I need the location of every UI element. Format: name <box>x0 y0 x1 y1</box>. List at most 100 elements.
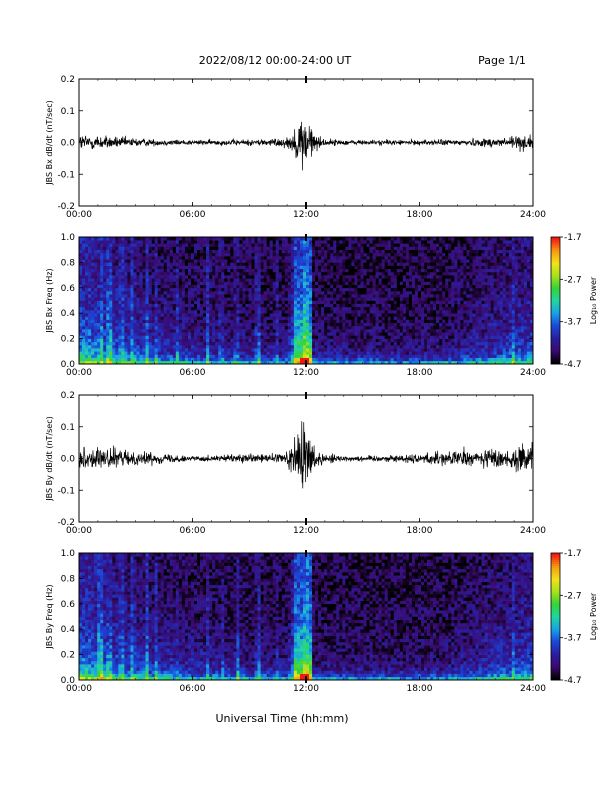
spectrogram-cell <box>306 322 310 327</box>
spectrogram-cell <box>94 294 98 298</box>
spectrogram-cell <box>79 325 83 330</box>
spectrogram-cell <box>194 303 198 308</box>
spectrogram-cell <box>293 300 298 304</box>
spectrogram-cell <box>309 268 313 273</box>
spectrogram-cell <box>106 243 110 247</box>
spectrogram-cell <box>296 256 301 260</box>
spectrogram-cell <box>221 303 225 308</box>
spectrogram-cell <box>445 310 449 314</box>
spectrogram-cell <box>175 243 180 247</box>
spectrogram-cell <box>442 354 446 358</box>
spectrogram-cell <box>145 297 149 301</box>
spectrogram-cell <box>439 271 443 276</box>
spectrogram-cell <box>181 240 186 244</box>
spectrogram-cell <box>91 271 95 276</box>
spectrogram-cell <box>194 259 198 263</box>
spectrogram-cell <box>312 313 316 317</box>
spectrogram-cell <box>121 329 125 333</box>
spectrogram-cell <box>345 294 349 298</box>
spectrogram-cell <box>436 313 440 317</box>
spectrogram-cell <box>257 303 261 308</box>
spectrogram-cell <box>399 306 404 311</box>
spectrogram-cell <box>200 259 204 263</box>
spectrogram-cell <box>405 287 410 292</box>
spectrogram-cell <box>145 335 149 339</box>
spectrogram-cell <box>378 303 382 308</box>
spectrogram-cell <box>339 325 343 330</box>
spectrogram-cell <box>245 297 249 301</box>
spectrogram-cell <box>139 262 143 266</box>
spectrogram-cell <box>133 246 137 250</box>
spectrogram-cell <box>357 294 361 298</box>
spectrogram-cell <box>145 271 149 276</box>
spectrogram-cell <box>427 287 431 292</box>
spectrogram-cell <box>269 344 274 349</box>
spectrogram-cell <box>372 338 376 343</box>
spectrogram-cell <box>342 348 346 352</box>
spectrogram-cell <box>339 271 343 276</box>
spectrogram-cell <box>230 341 234 346</box>
spectrogram-cell <box>166 319 171 324</box>
spectrogram-cell <box>424 237 428 241</box>
spectrogram-cell <box>172 335 177 339</box>
spectrogram-cell <box>121 243 125 247</box>
spectrogram-cell <box>342 300 346 304</box>
spectrogram-cell <box>181 300 186 304</box>
spectrogram-cell <box>233 335 237 339</box>
spectrogram-cell <box>197 354 201 358</box>
spectrogram-cell <box>321 351 325 355</box>
spectrogram-cell <box>236 360 240 365</box>
spectrogram-cell <box>181 354 186 358</box>
spectrogram-cell <box>166 306 171 311</box>
spectrogram-cell <box>112 240 116 244</box>
spectrogram-cell <box>384 344 389 349</box>
spectrogram-cell <box>206 322 210 327</box>
spectrogram-cell <box>163 322 168 327</box>
spectrogram-cell <box>360 354 364 358</box>
spectrogram-cell <box>200 243 204 247</box>
spectrogram-cell <box>148 303 152 308</box>
spectrogram-cell <box>157 284 162 289</box>
spectrogram-cell <box>187 322 192 327</box>
spectrogram-cell <box>302 259 307 263</box>
spectrogram-cell <box>145 306 149 311</box>
spectrogram-cell <box>442 341 446 346</box>
spectrogram-cell <box>248 287 252 292</box>
spectrogram-cell <box>94 357 98 362</box>
spectrogram-cell <box>233 332 237 336</box>
spectrogram-cell <box>424 259 428 263</box>
spectrogram-cell <box>278 297 283 301</box>
spectrogram-cell <box>427 256 431 260</box>
spectrogram-cell <box>321 310 325 314</box>
spectrogram-cell <box>242 278 246 282</box>
spectrogram-cell <box>200 332 204 336</box>
spectrogram-cell <box>390 281 395 285</box>
spectrogram-cell <box>145 316 149 320</box>
spectrogram-cell <box>445 322 449 327</box>
spectrogram-cell <box>109 249 113 254</box>
spectrogram-cell <box>160 284 165 289</box>
spectrogram-cell <box>148 335 152 339</box>
spectrogram-cell <box>384 278 389 282</box>
spectrogram-cell <box>103 275 107 279</box>
spectrogram-cell <box>369 357 373 362</box>
spectrogram-cell <box>414 341 419 346</box>
spectrogram-cell <box>175 265 180 270</box>
spectrogram-cell <box>124 243 128 247</box>
spectrogram-cell <box>184 287 189 292</box>
spectrogram-cell <box>88 256 92 260</box>
spectrogram-cell <box>351 237 355 241</box>
spectrogram-cell <box>190 351 195 355</box>
spectrogram-cell <box>405 294 410 298</box>
spectrogram-cell <box>197 281 201 285</box>
spectrogram-cell <box>206 271 210 276</box>
spectrogram-cell <box>82 300 86 304</box>
spectrogram-cell <box>103 252 107 257</box>
spectrogram-cell <box>97 354 101 358</box>
spectrogram-cell <box>91 290 95 295</box>
spectrogram-cell <box>327 265 331 270</box>
spectrogram-cell <box>260 262 264 266</box>
spectrogram-cell <box>209 290 213 295</box>
spectrogram-cell <box>103 294 107 298</box>
spectrogram-cell <box>230 268 234 273</box>
